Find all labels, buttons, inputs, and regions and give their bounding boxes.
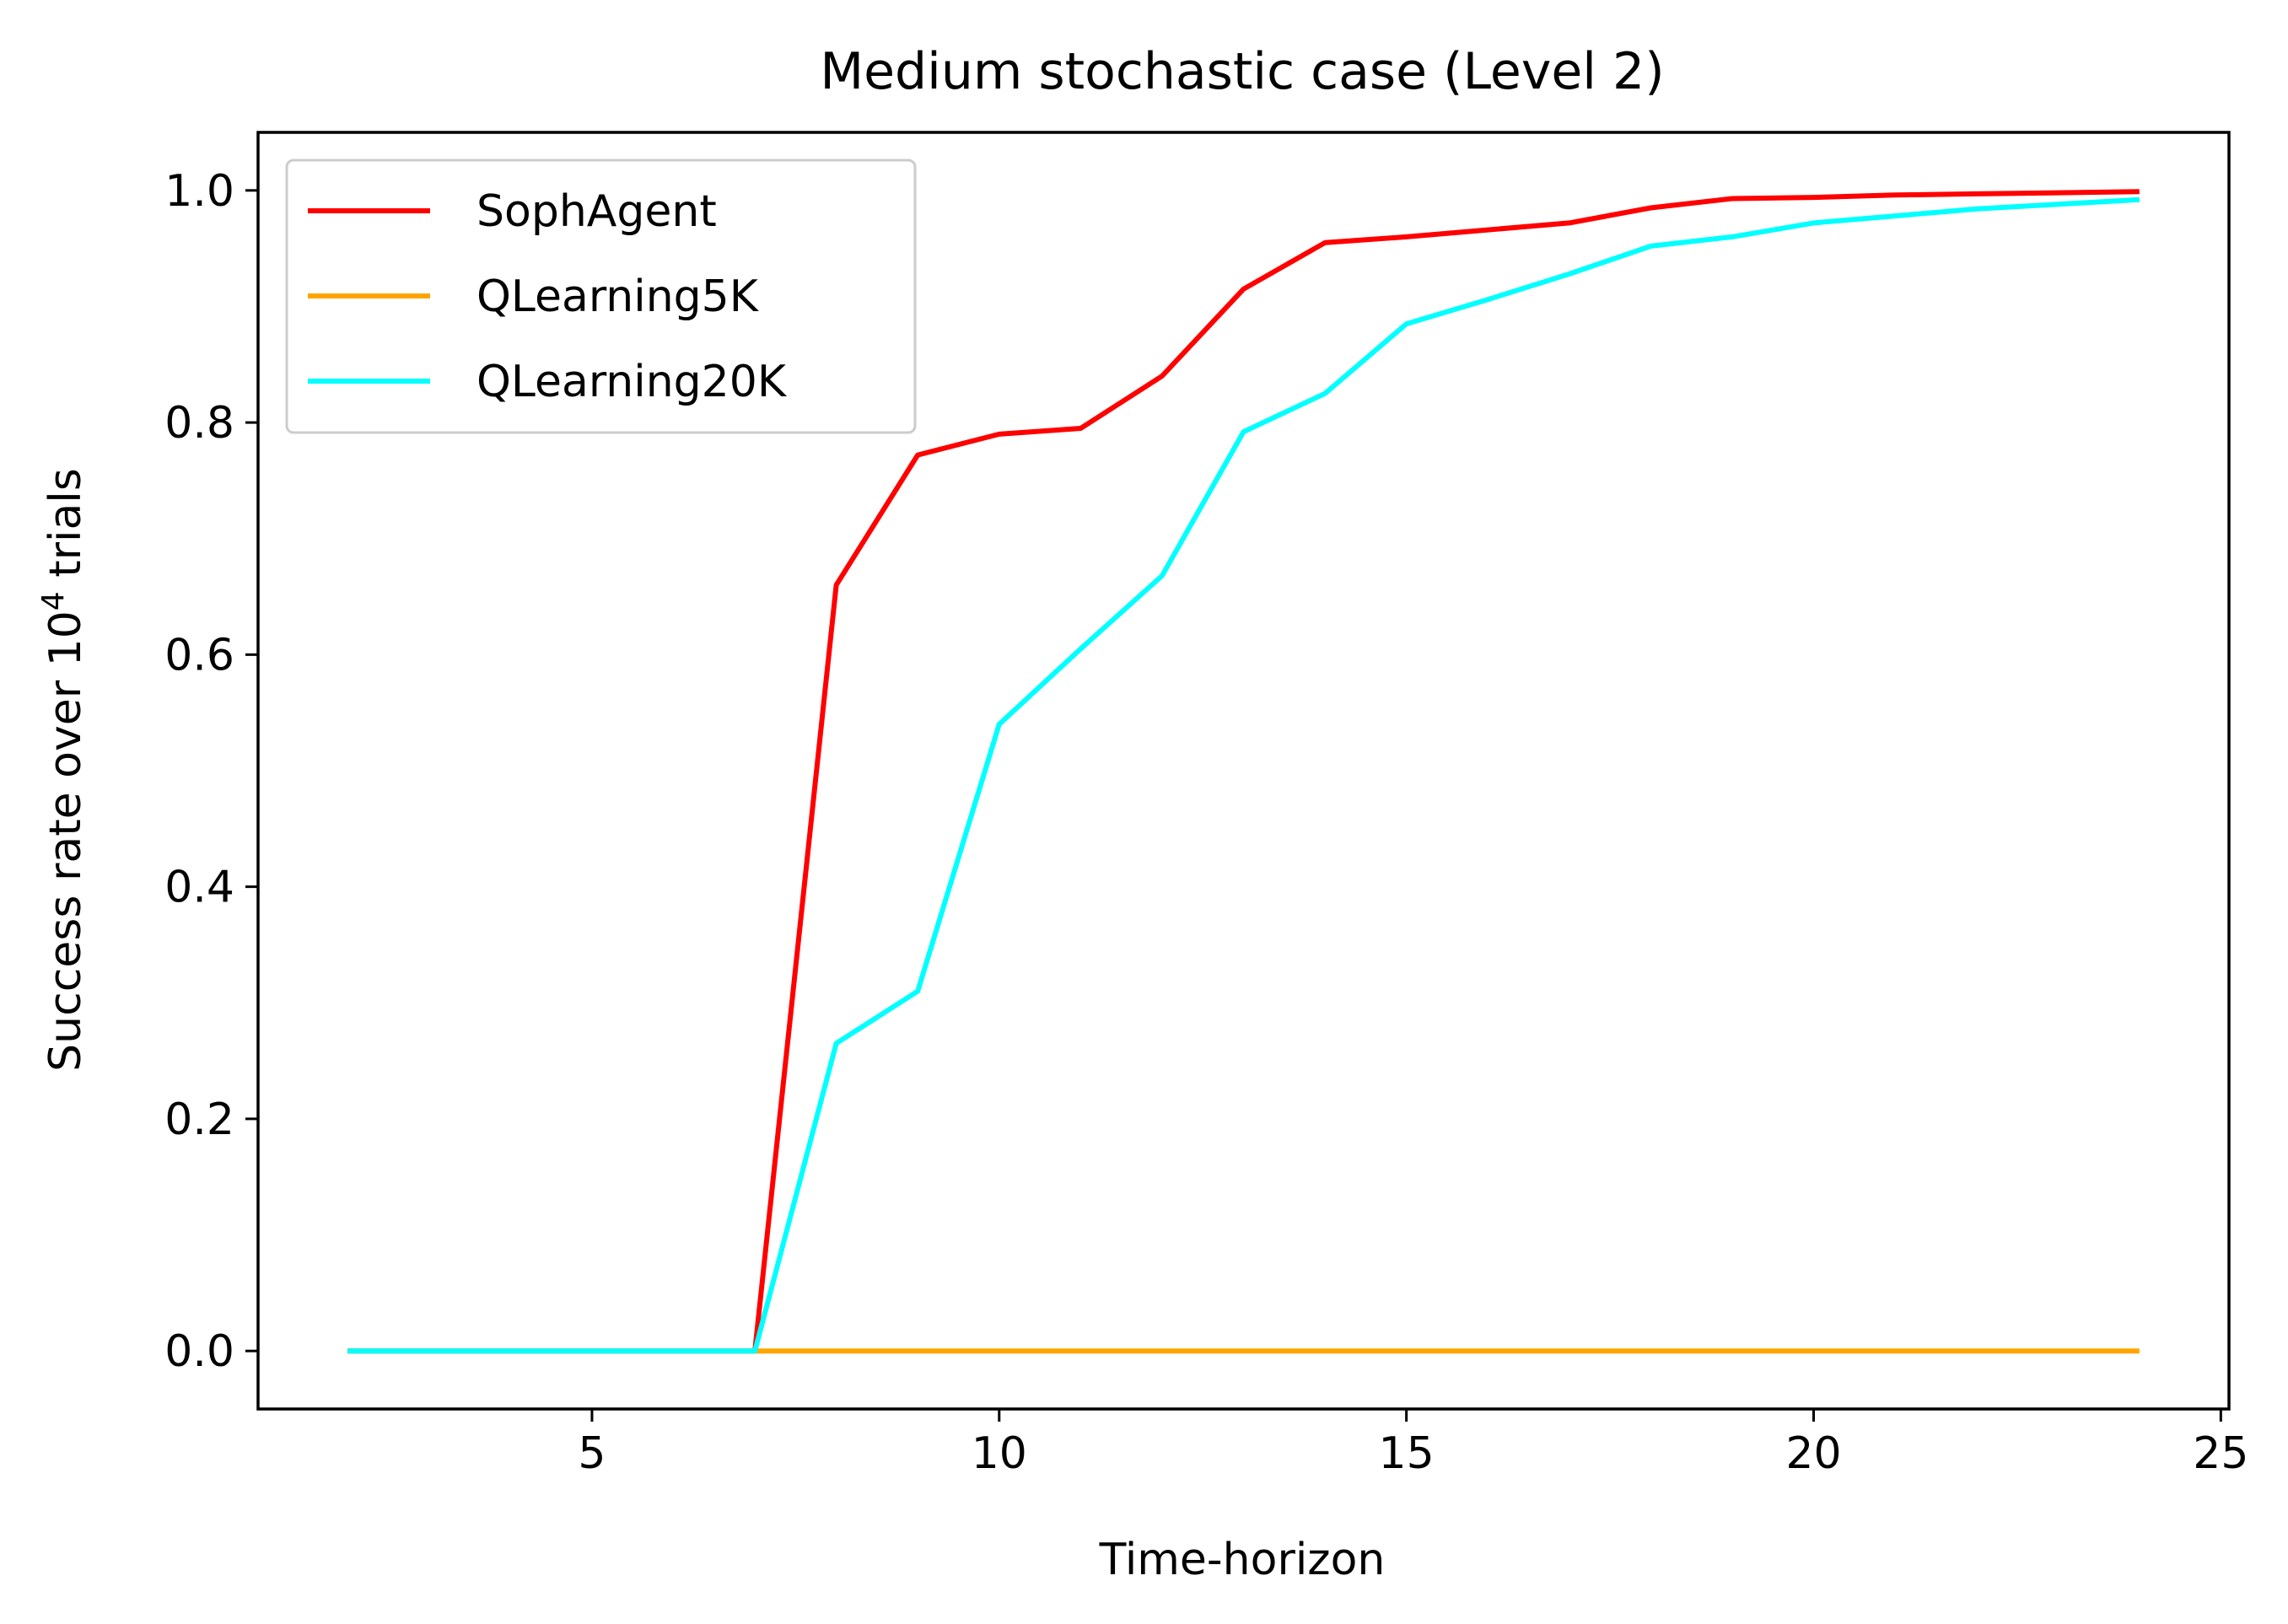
- y-tick-label: 0.6: [164, 630, 234, 680]
- x-tick-label: 15: [1379, 1428, 1435, 1479]
- chart-title: Medium stochastic case (Level 2): [820, 42, 1664, 101]
- legend: SophAgent QLearning5K QLearning20K: [285, 159, 917, 434]
- y-tick-label: 1.0: [164, 166, 234, 217]
- x-axis-label: Time-horizon: [1099, 1535, 1386, 1585]
- legend-box: [285, 159, 917, 434]
- y-tick-label: 0.0: [164, 1326, 234, 1377]
- x-tick-label: 20: [1785, 1428, 1841, 1479]
- x-tick-label: 10: [972, 1428, 1027, 1479]
- y-tick-label: 0.4: [164, 863, 234, 913]
- y-axis-label-prefix: Success rate over 10: [40, 610, 91, 1072]
- plot-area: 5 10 15 20 25 0.0 0.2 0.4 0.6 0.8 1.0: [164, 131, 2248, 1479]
- legend-label-sophagent: SophAgent: [476, 186, 717, 237]
- plot-frame: [256, 131, 2231, 1411]
- x-tick-label: 5: [578, 1428, 606, 1479]
- y-axis-label: Success rate over 104 trials: [36, 468, 91, 1072]
- series-line-qlearning20k: [347, 196, 2140, 1354]
- y-axis-label-suffix: trials: [40, 468, 91, 591]
- legend-label-qlearning5k: QLearning5K: [476, 272, 760, 322]
- y-axis-label-superscript: 4: [36, 591, 71, 610]
- y-tick-label: 0.8: [164, 398, 234, 449]
- y-tick-label: 0.2: [164, 1094, 234, 1145]
- legend-label-qlearning20k: QLearning20K: [476, 357, 788, 407]
- x-tick-label: 25: [2193, 1428, 2248, 1479]
